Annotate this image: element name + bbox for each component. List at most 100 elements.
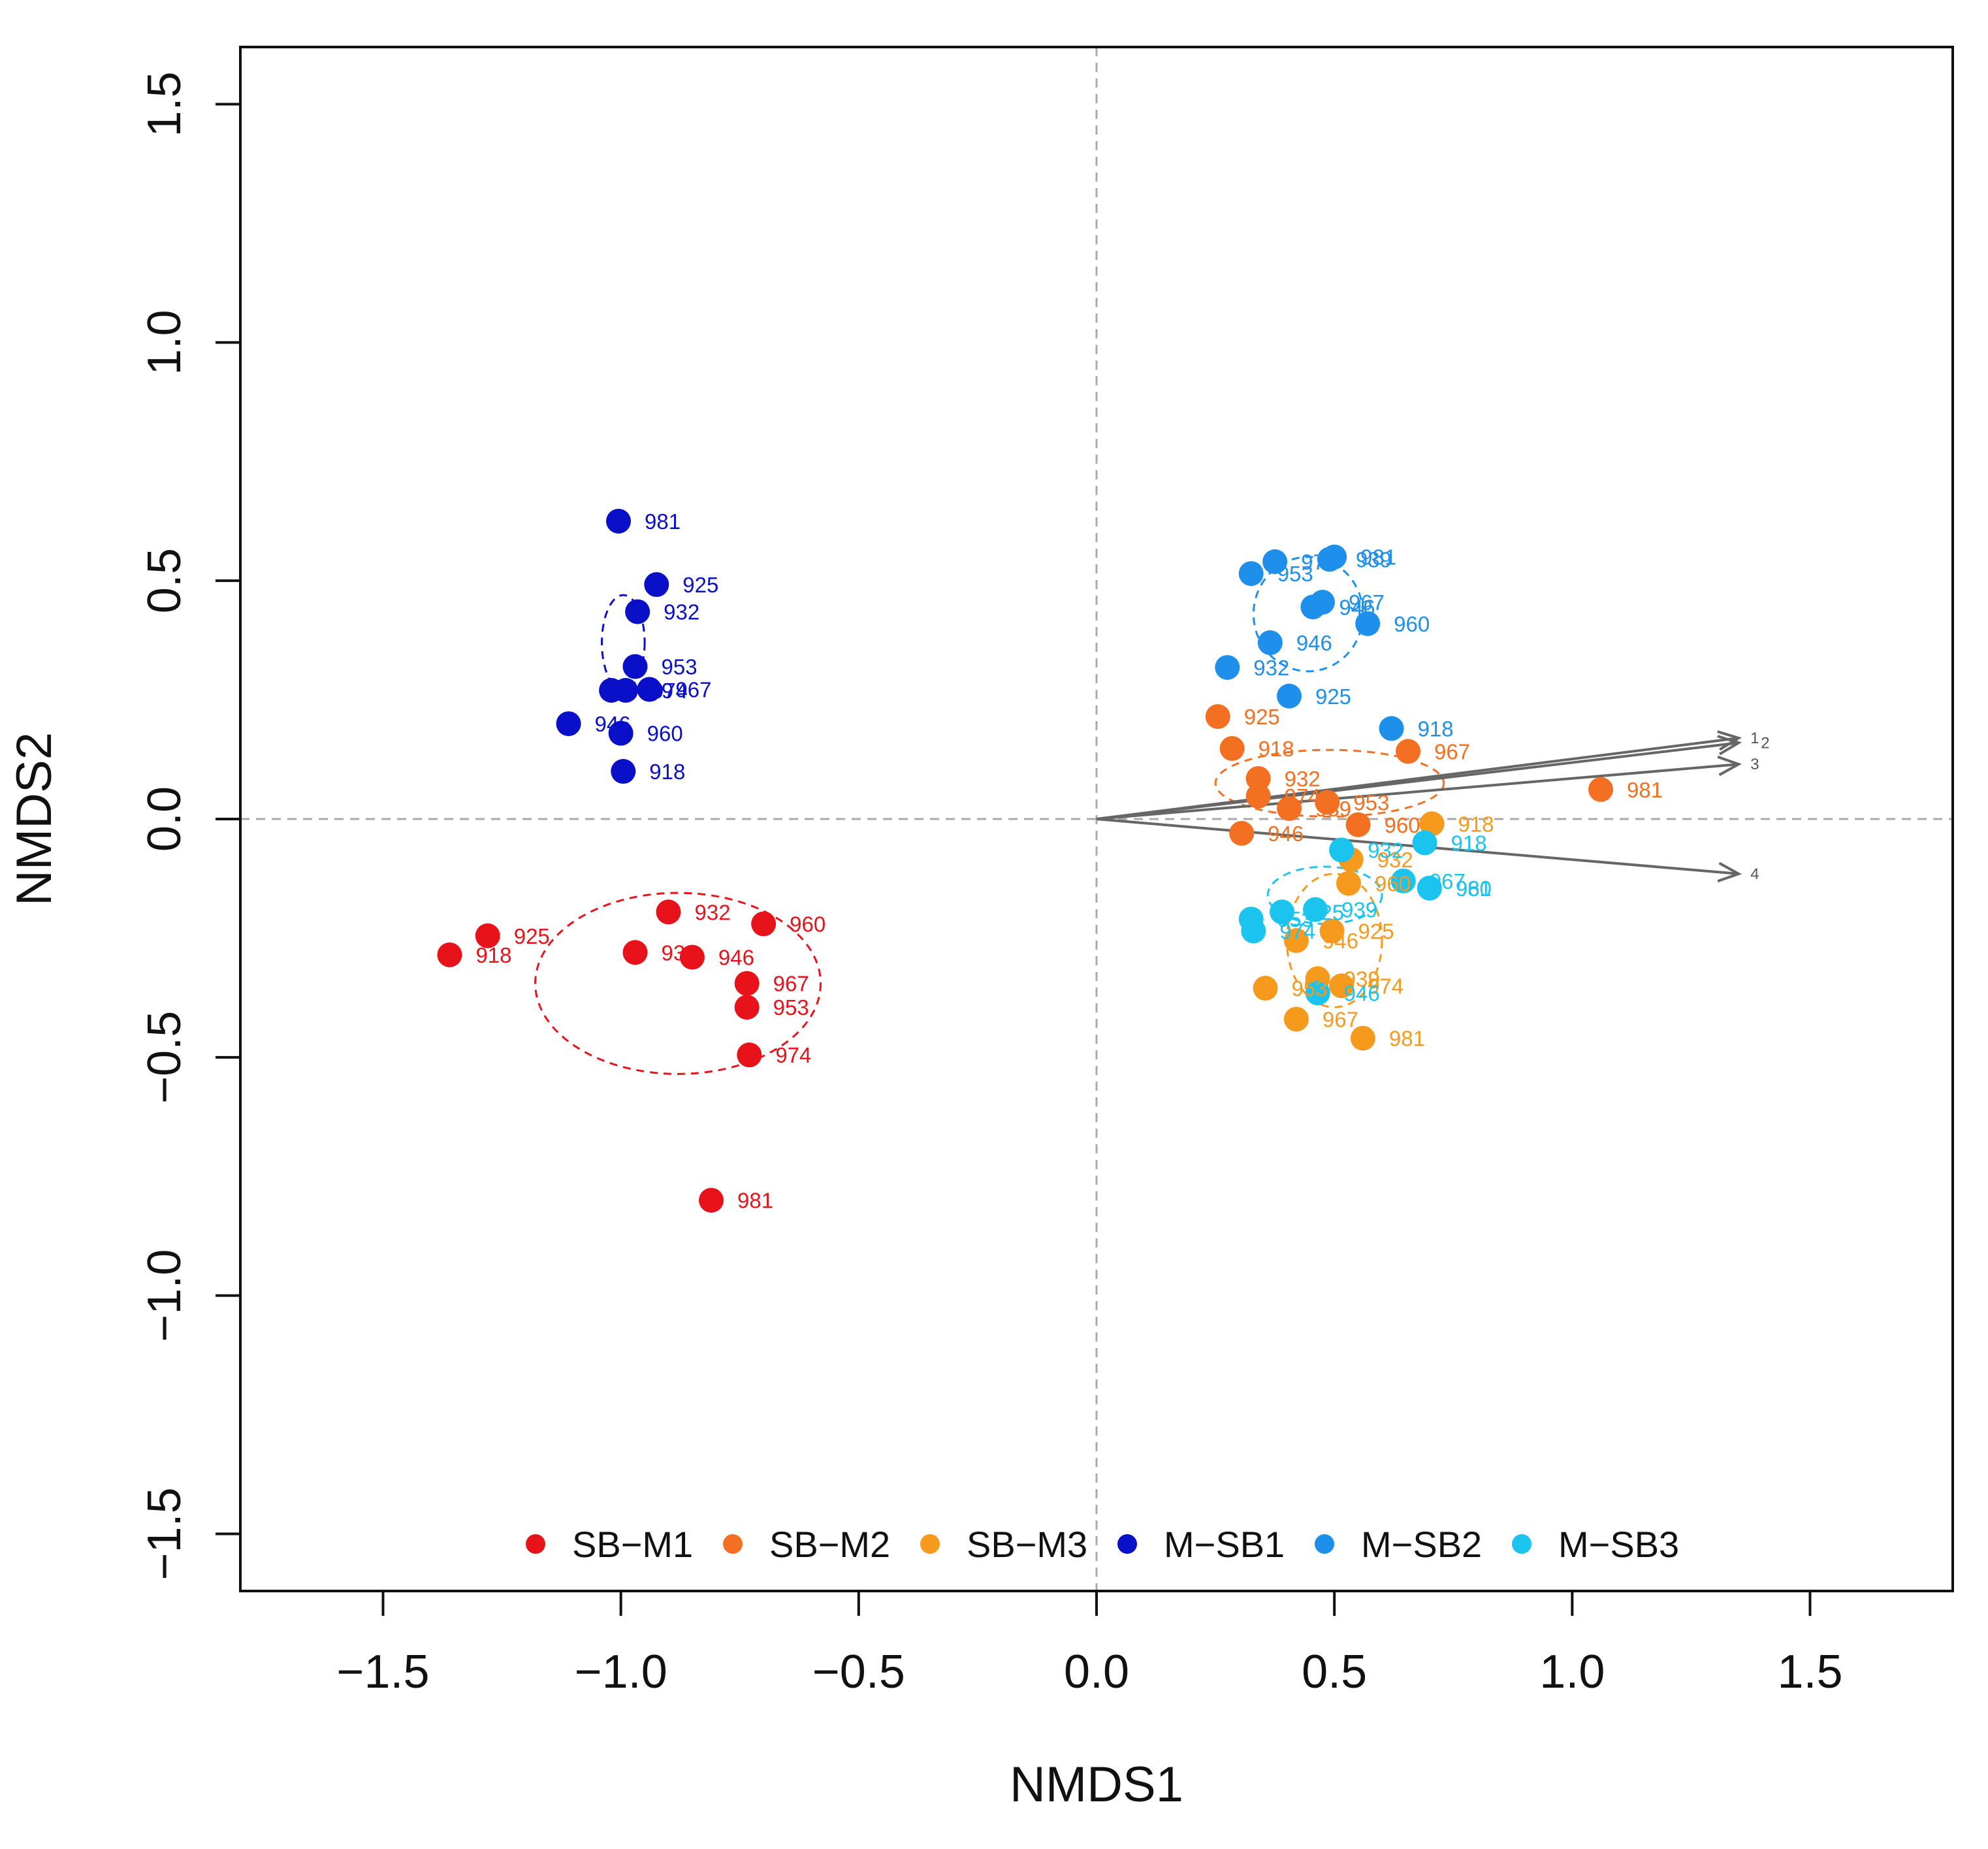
- point-M−SB3-925: [1270, 899, 1295, 925]
- x-tick-label: 1.5: [1777, 1646, 1842, 1698]
- y-tick-label: −1.0: [138, 1249, 191, 1342]
- point-M−SB1-932: [625, 599, 650, 624]
- point-label: 967: [1323, 1007, 1358, 1031]
- legend-marker-M−SB3: [1512, 1534, 1531, 1554]
- legend-marker-M−SB1: [1117, 1534, 1137, 1554]
- point-M−SB1-946: [556, 711, 581, 737]
- point-label: 946: [1296, 631, 1332, 655]
- point-label: 974: [1368, 974, 1403, 998]
- point-label: 925: [1358, 919, 1394, 943]
- point-M−SB3-967: [1390, 868, 1416, 893]
- point-label: 967: [1434, 739, 1470, 764]
- point-label: 918: [1451, 831, 1487, 855]
- vector-4-label: 4: [1750, 865, 1759, 883]
- point-SB−M3-953: [1253, 976, 1278, 1001]
- point-label: 918: [1259, 737, 1294, 761]
- point-M−SB3-918: [1412, 830, 1437, 856]
- point-SB−M3-946: [1283, 928, 1309, 954]
- point-label: 981: [1456, 876, 1492, 901]
- y-tick-label: −1.5: [138, 1487, 191, 1580]
- x-tick-label: 0.0: [1064, 1646, 1129, 1698]
- legend-label: M−SB1: [1164, 1524, 1285, 1565]
- point-SB−M1-974: [737, 1042, 762, 1068]
- point-label: 925: [682, 573, 718, 597]
- y-axis-title: NMDS2: [7, 732, 62, 906]
- y-tick-label: 1.5: [138, 72, 191, 137]
- point-label: 939: [637, 679, 673, 703]
- point-label: 946: [1344, 981, 1380, 1005]
- point-label: 960: [790, 912, 826, 937]
- point-label: 946: [1323, 929, 1358, 953]
- point-M−SB1-974: [613, 678, 638, 703]
- x-tick-label: −1.5: [336, 1646, 429, 1698]
- vector-2-line: [1096, 741, 1739, 820]
- point-SB−M2-981: [1588, 777, 1614, 802]
- point-SB−M1-925: [475, 923, 500, 948]
- point-label: 974: [1301, 550, 1337, 574]
- point-label: 960: [1375, 872, 1411, 896]
- point-label: 925: [514, 924, 550, 948]
- legend-label: M−SB3: [1558, 1524, 1679, 1565]
- x-tick-label: −1.0: [575, 1646, 667, 1698]
- point-label: 939: [1356, 547, 1392, 571]
- point-label: 981: [1627, 778, 1663, 802]
- legend-label: M−SB2: [1361, 1524, 1482, 1565]
- legend-marker-SB−M3: [920, 1534, 940, 1554]
- point-label: 967: [675, 678, 711, 702]
- legend-marker-M−SB2: [1315, 1534, 1334, 1554]
- point-label: 953: [662, 655, 697, 679]
- point-SB−M2-974: [1245, 783, 1271, 809]
- point-SB−M2-918: [1219, 736, 1245, 762]
- point-label: 925: [1244, 705, 1280, 729]
- point-label: 981: [1389, 1027, 1425, 1051]
- point-M−SB2-918: [1379, 716, 1404, 741]
- point-SB−M2-925: [1205, 704, 1230, 730]
- point-label: 967: [1349, 590, 1385, 615]
- point-SB−M3-981: [1350, 1025, 1375, 1051]
- point-SB−M3-974: [1329, 973, 1355, 999]
- point-label: 953: [1277, 562, 1313, 586]
- point-SB−M1-967: [734, 971, 760, 996]
- point-label: 932: [664, 600, 699, 624]
- vector-3-label: 3: [1750, 756, 1759, 773]
- x-axis-title: NMDS1: [1010, 1757, 1183, 1812]
- y-tick-label: 1.0: [138, 310, 191, 375]
- point-M−SB2-932: [1215, 654, 1240, 680]
- y-axis: −1.5 −1.0 −0.5 0.0 0.5 1.0 1.5: [138, 72, 240, 1581]
- point-M−SB3-946: [1305, 980, 1330, 1006]
- point-label: 932: [1285, 767, 1321, 791]
- point-SB−M3-960: [1336, 871, 1362, 896]
- env-vectors: 1 23 4: [1096, 730, 1770, 883]
- point-label: 960: [1385, 813, 1420, 837]
- point-SB−M2-932: [1245, 765, 1271, 791]
- vector-1-label: 1: [1750, 730, 1759, 747]
- point-label: 932: [1377, 848, 1413, 872]
- point-label: 974: [775, 1043, 811, 1067]
- point-M−SB1-925: [644, 572, 669, 598]
- point-label: 946: [1339, 595, 1375, 619]
- point-SB−M2-967: [1396, 739, 1421, 764]
- point-label: 925: [1308, 900, 1344, 924]
- x-axis: −1.5 −1.0 −0.5 0.0 0.5 1.0 1.5: [336, 1591, 1843, 1698]
- vector-1-arrowhead: [1717, 730, 1742, 751]
- legend-label: SB−M2: [769, 1524, 890, 1565]
- point-label: 967: [1430, 869, 1466, 893]
- point-SB−M3-967: [1283, 1006, 1309, 1032]
- point-SB−M1-960: [751, 911, 777, 937]
- point-label: 974: [1279, 919, 1315, 943]
- point-label: 918: [1418, 716, 1454, 741]
- point-M−SB1-960: [608, 720, 633, 746]
- point-SB−M2-953: [1315, 790, 1340, 815]
- point-M−SB1-981: [606, 508, 632, 534]
- point-label: 932: [1368, 838, 1403, 862]
- point-label: 939: [662, 941, 697, 965]
- point-label: 974: [1285, 784, 1321, 809]
- vector-2-label: 2: [1761, 734, 1769, 752]
- y-tick-label: 0.0: [138, 786, 191, 852]
- x-tick-label: 0.5: [1302, 1646, 1367, 1698]
- point-M−SB1-953: [622, 654, 648, 679]
- point-label: 946: [595, 712, 631, 736]
- point-label: 953: [1353, 790, 1389, 814]
- point-label: 981: [737, 1189, 773, 1213]
